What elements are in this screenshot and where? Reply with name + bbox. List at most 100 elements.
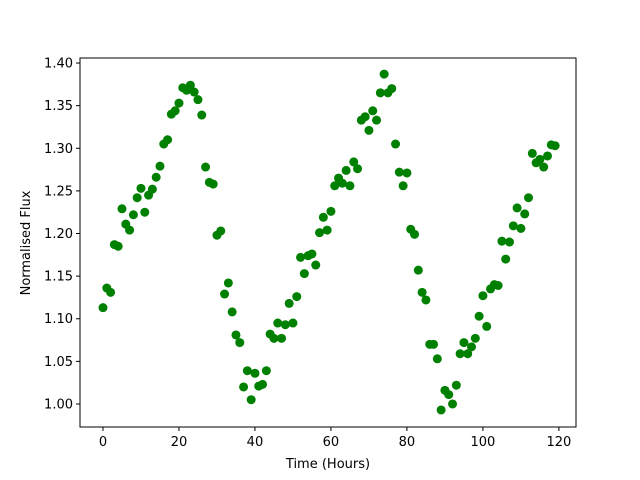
point <box>429 339 439 349</box>
y-tick-label: 1.15 <box>44 270 73 285</box>
point <box>326 206 336 216</box>
x-tick-label: 120 <box>546 435 571 450</box>
point <box>360 112 370 122</box>
point <box>505 237 515 247</box>
point <box>337 178 347 188</box>
point <box>417 287 427 297</box>
point <box>106 287 116 297</box>
point <box>174 98 184 108</box>
point <box>421 295 431 305</box>
x-tick-label: 20 <box>171 435 188 450</box>
point <box>543 151 553 161</box>
point <box>280 320 290 330</box>
point <box>246 395 256 405</box>
point <box>288 318 298 328</box>
point <box>368 106 378 116</box>
point <box>163 135 173 145</box>
point <box>345 181 355 191</box>
point <box>398 181 408 191</box>
point <box>140 207 150 217</box>
point <box>410 229 420 239</box>
point <box>189 87 199 97</box>
point <box>470 333 480 343</box>
point <box>432 354 442 364</box>
point <box>436 405 446 415</box>
point <box>508 221 518 231</box>
y-tick-label: 1.40 <box>44 57 73 72</box>
point <box>170 106 180 116</box>
point <box>497 236 507 246</box>
point <box>208 179 218 189</box>
point <box>277 333 287 343</box>
point <box>250 368 260 378</box>
point <box>448 399 458 409</box>
point <box>273 318 283 328</box>
point <box>220 289 230 299</box>
point <box>315 228 325 238</box>
point <box>284 298 294 308</box>
y-tick-label: 1.35 <box>44 99 73 114</box>
point <box>258 379 268 389</box>
y-tick-label: 1.05 <box>44 355 73 370</box>
point <box>459 338 469 348</box>
point <box>242 366 252 376</box>
point <box>482 321 492 331</box>
point <box>413 265 423 275</box>
point <box>387 84 397 94</box>
point <box>451 380 461 390</box>
point <box>322 225 332 235</box>
point <box>193 95 203 105</box>
axes-frame <box>79 57 577 428</box>
x-axis-label: Time (Hours) <box>285 457 370 472</box>
point <box>394 167 404 177</box>
point <box>463 349 473 359</box>
point <box>147 184 157 194</box>
point <box>516 223 526 233</box>
point <box>444 390 454 400</box>
point <box>372 115 382 125</box>
point <box>512 203 522 213</box>
point <box>391 139 401 149</box>
x-tick-label: 40 <box>247 435 264 450</box>
point <box>98 303 108 313</box>
point <box>318 212 328 222</box>
point <box>299 269 309 279</box>
point <box>539 162 549 172</box>
point <box>125 225 135 235</box>
point <box>227 307 237 317</box>
x-tick-label: 0 <box>99 435 107 450</box>
point <box>349 157 359 167</box>
point <box>113 241 123 251</box>
point <box>341 165 351 175</box>
point <box>151 172 161 182</box>
point <box>269 333 279 343</box>
point <box>474 311 484 321</box>
point <box>201 162 211 172</box>
y-tick-label: 1.20 <box>44 227 73 242</box>
point <box>467 342 477 352</box>
point <box>520 209 530 219</box>
point <box>478 291 488 301</box>
point <box>292 292 302 302</box>
point <box>455 349 465 359</box>
point <box>307 249 317 259</box>
point <box>197 110 207 120</box>
point <box>501 254 511 264</box>
point <box>527 148 537 158</box>
y-tick-label: 1.30 <box>44 142 73 157</box>
point <box>296 252 306 262</box>
point <box>155 161 165 171</box>
point <box>128 210 138 220</box>
point <box>535 154 545 164</box>
point <box>402 168 412 178</box>
y-axis-label: Normalised Flux <box>19 190 34 295</box>
point <box>311 260 321 270</box>
x-tick-label: 60 <box>323 435 340 450</box>
y-tick-label: 1.00 <box>44 397 73 412</box>
y-tick-label: 1.25 <box>44 184 73 199</box>
point <box>216 226 226 236</box>
point <box>375 88 385 98</box>
point <box>379 69 389 79</box>
